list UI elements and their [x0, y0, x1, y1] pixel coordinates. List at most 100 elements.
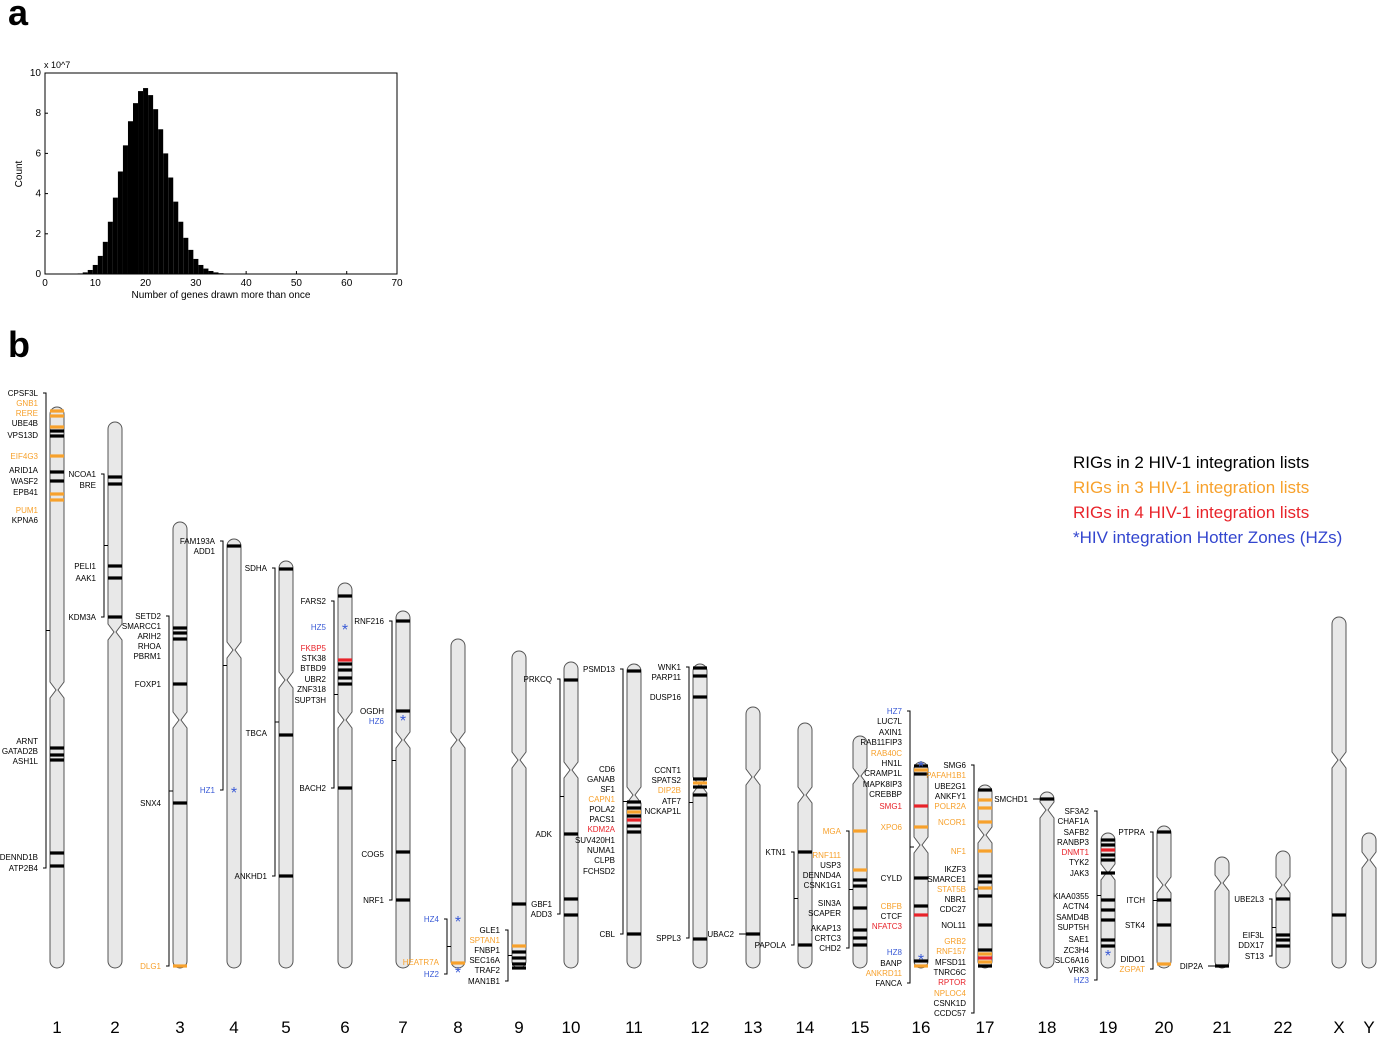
gene-band [914, 913, 928, 917]
gene-label: SLC6A16 [1055, 956, 1090, 965]
gene-band [627, 932, 641, 936]
panel-b-label: b [8, 324, 30, 365]
gene-label: CYLD [881, 874, 903, 883]
gene-bracket [620, 668, 627, 935]
chromosome-body [511, 650, 527, 969]
gene-bracket [166, 615, 173, 967]
gene-label: SNX4 [140, 799, 161, 808]
gene-label: BACH2 [299, 784, 326, 793]
gene-band [914, 964, 928, 968]
gene-band [1276, 938, 1290, 942]
gene-band [338, 668, 352, 672]
gene-label: SPTAN1 [469, 936, 500, 945]
gene-band [564, 897, 578, 901]
gene-label: DENND4A [803, 871, 842, 880]
chromosome-body [852, 735, 868, 969]
chromosome-number: 22 [1274, 1018, 1293, 1037]
x-axis-label: Number of genes drawn more than once [132, 290, 311, 301]
gene-label: DIP2A [1180, 962, 1204, 971]
chromosome-X: X [1331, 616, 1347, 1037]
gene-label: AKAP13 [811, 924, 842, 933]
gene-label: SETD2 [135, 612, 161, 621]
gene-label: MGA [823, 827, 842, 836]
gene-band [512, 944, 526, 948]
chromosome-number: Y [1363, 1018, 1374, 1037]
gene-band [1101, 908, 1115, 912]
gene-label: NCOA1 [68, 470, 96, 479]
x-tick-label: 70 [391, 278, 403, 289]
gene-label: UBE4B [12, 419, 38, 428]
histogram-bar [117, 171, 123, 274]
gene-label: DNMT1 [1061, 848, 1089, 857]
gene-label: ZNF318 [297, 685, 326, 694]
chromosome-number: 7 [398, 1018, 407, 1037]
chromosome-number: 4 [229, 1018, 238, 1037]
histogram-bar [198, 264, 204, 274]
gene-label: BTBD9 [300, 664, 326, 673]
gene-band [798, 943, 812, 947]
gene-band [50, 414, 64, 418]
gene-label: PELI1 [74, 562, 96, 571]
gene-band [978, 948, 992, 952]
hotter-zone-star: * [1105, 948, 1111, 965]
gene-band [627, 814, 641, 818]
chromosome-18: 18 SMCHD1 [994, 791, 1056, 1037]
gene-label: ANKRD11 [866, 969, 903, 978]
gene-label: RNF216 [354, 617, 384, 626]
gene-label: NUMA1 [587, 846, 616, 855]
histogram-bar [173, 201, 179, 274]
histogram-bar [158, 129, 164, 274]
gene-label: SF1 [600, 785, 615, 794]
gene-band [853, 906, 867, 910]
gene-band [50, 454, 64, 458]
gene-band [914, 768, 928, 772]
gene-bracket [907, 710, 914, 984]
gene-band [853, 878, 867, 882]
gene-bracket [557, 678, 564, 915]
histogram-bar [178, 221, 184, 274]
gene-label: SDHA [245, 564, 268, 573]
gene-band [451, 961, 465, 965]
gene-bracket [331, 600, 338, 789]
y-tick-label: 8 [35, 108, 41, 119]
gene-label: EPB41 [13, 488, 38, 497]
gene-label: USP3 [820, 861, 841, 870]
gene-label: NRF1 [363, 896, 384, 905]
chromosome-body [49, 406, 65, 969]
gene-label: CTCF [881, 912, 902, 921]
gene-label: NF1 [951, 847, 967, 856]
gene-label: TRAF2 [475, 966, 501, 975]
gene-band [746, 932, 760, 936]
chromosome-number: 10 [562, 1018, 581, 1037]
gene-band [396, 709, 410, 713]
gene-label: CRAMP1L [864, 769, 902, 778]
gene-band [978, 880, 992, 884]
gene-band [853, 943, 867, 947]
gene-label: GATAD2B [2, 747, 38, 756]
gene-band [1101, 838, 1115, 842]
gene-label: FOXP1 [135, 680, 162, 689]
gene-band [512, 966, 526, 970]
gene-label: POLR2A [934, 802, 966, 811]
gene-label: AXIN1 [879, 728, 903, 737]
gene-band [227, 544, 241, 548]
chromosome-body [337, 582, 353, 969]
gene-label: DENND1B [0, 853, 38, 862]
gene-band [108, 482, 122, 486]
gene-label: PAFAH1B1 [926, 771, 966, 780]
gene-label: RANBP3 [1057, 838, 1090, 847]
gene-label: FNBP1 [474, 946, 500, 955]
gene-bracket [43, 392, 50, 869]
x-tick-label: 40 [241, 278, 253, 289]
gene-label: CHAF1A [1057, 817, 1089, 826]
gene-band [173, 637, 187, 641]
gene-band [1157, 923, 1171, 927]
gene-label: NCOR1 [938, 818, 967, 827]
gene-band [50, 492, 64, 496]
gene-band [978, 886, 992, 890]
gene-band [1101, 848, 1115, 852]
